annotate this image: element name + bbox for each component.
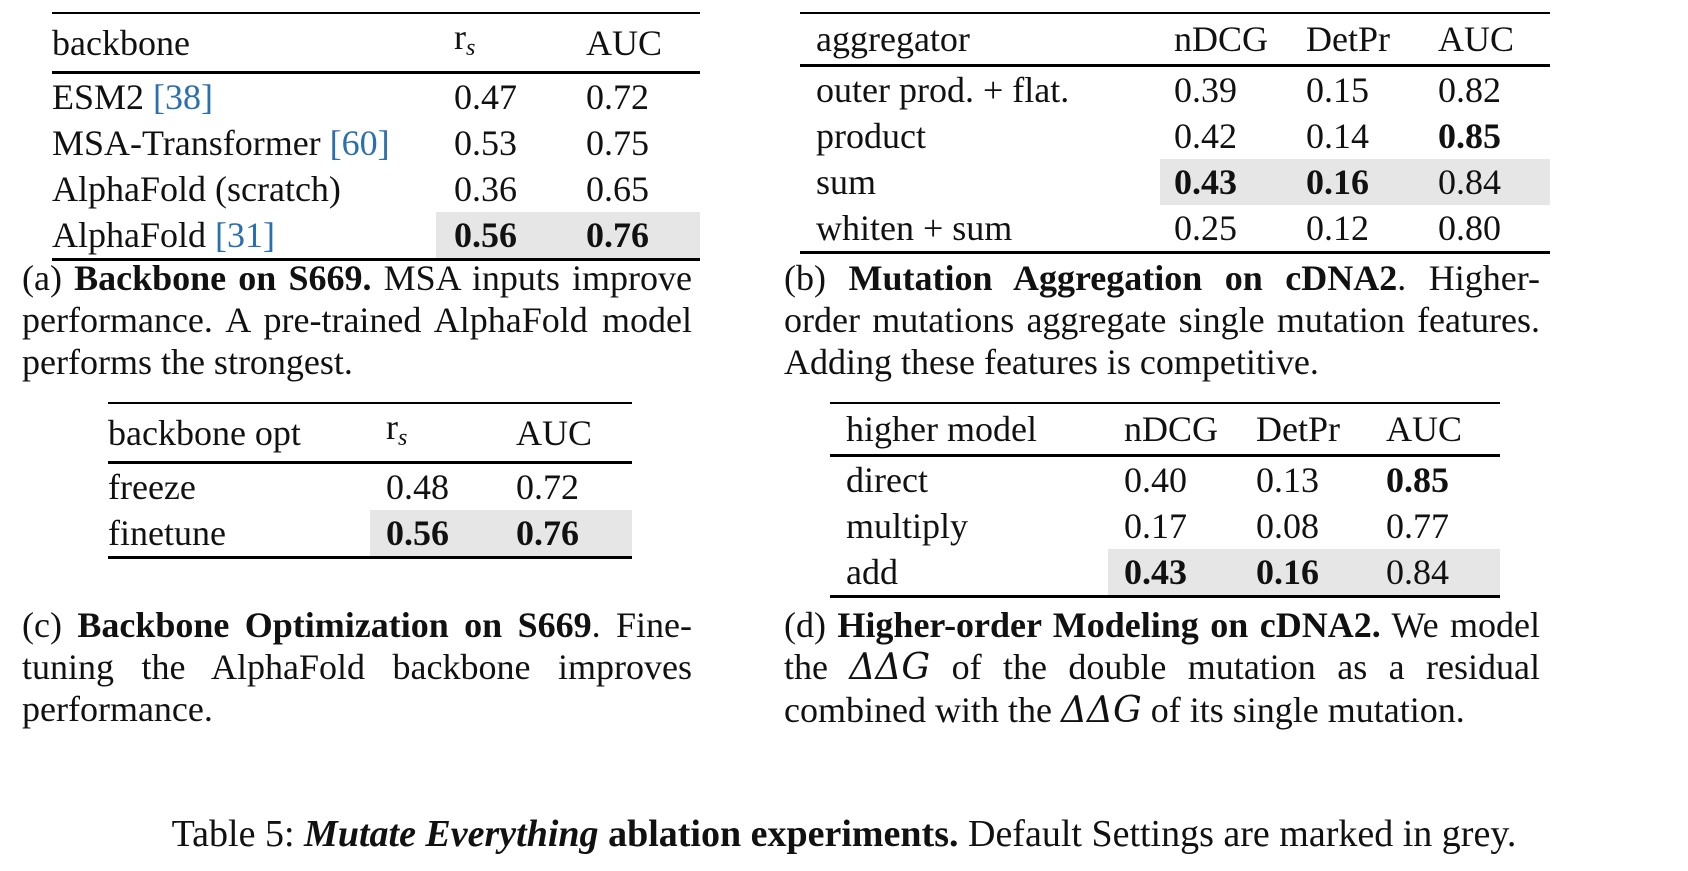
- auc-cell-best: 0.85: [1438, 116, 1501, 156]
- header-backbone-opt: backbone opt: [108, 412, 301, 453]
- detpr-cell-best: 0.16: [1240, 549, 1370, 597]
- auc-cell: 0.84: [1424, 159, 1550, 205]
- caption-b: (b) Mutation Aggregation on cDNA2. Highe…: [784, 258, 1540, 382]
- table-row-default: finetune 0.56 0.76: [108, 510, 632, 558]
- table-row: ESM2 [38] 0.47 0.72: [52, 73, 700, 121]
- auc-cell: 0.82: [1438, 70, 1501, 110]
- table-d-panel: higher model nDCG DetPr AUC direct 0.40 …: [830, 402, 1500, 598]
- row-name: multiply: [846, 506, 969, 546]
- header-aggregator: aggregator: [816, 19, 970, 59]
- rs-cell: 0.47: [454, 77, 517, 117]
- table-b: aggregator nDCG DetPr AUC outer prod. + …: [800, 12, 1550, 254]
- table-caption: Table 5: Mutate Everything ablation expe…: [171, 813, 1517, 855]
- detpr-cell: 0.12: [1306, 208, 1369, 248]
- header-auc: AUC: [1438, 19, 1515, 59]
- header-backbone: backbone: [52, 22, 190, 63]
- table-row: multiply 0.17 0.08 0.77: [830, 503, 1500, 549]
- header-higher-model: higher model: [846, 409, 1037, 449]
- table-row: MSA-Transformer [60] 0.53 0.75: [52, 120, 700, 166]
- row-name: sum: [816, 162, 877, 202]
- row-name: AlphaFold [31]: [52, 215, 275, 255]
- citation-link[interactable]: [60]: [329, 123, 390, 163]
- auc-cell-best: 0.85: [1386, 460, 1449, 500]
- row-name: product: [816, 116, 926, 156]
- header-ndcg: nDCG: [1124, 409, 1219, 449]
- rs-cell-best: 0.56: [370, 510, 502, 558]
- table-row-default: AlphaFold [31] 0.56 0.76: [52, 212, 700, 260]
- table-row: product 0.42 0.14 0.85: [800, 113, 1550, 159]
- table-row: AlphaFold (scratch) 0.36 0.65: [52, 166, 700, 212]
- table-a-panel: backbone rs AUC ESM2 [38] 0.47 0.72 MSA-…: [52, 12, 700, 261]
- auc-cell-best: 0.76: [502, 510, 632, 558]
- header-detpr: DetPr: [1256, 409, 1340, 449]
- auc-cell: 0.72: [586, 77, 649, 117]
- row-name: add: [846, 552, 898, 592]
- citation-link[interactable]: [31]: [215, 215, 275, 255]
- rs-cell: 0.36: [454, 169, 517, 209]
- header-auc: AUC: [586, 22, 663, 63]
- table-row: direct 0.40 0.13 0.85: [830, 456, 1500, 504]
- auc-cell: 0.65: [586, 169, 649, 209]
- ndcg-cell-best: 0.43: [1108, 549, 1240, 597]
- auc-cell: 0.72: [516, 467, 579, 507]
- table-row-default: sum 0.43 0.16 0.84: [800, 159, 1550, 205]
- caption-d: (d) Higher-order Modeling on cDNA2. We m…: [784, 605, 1540, 731]
- table-c-panel: backbone opt rs AUC freeze 0.48 0.72 fin…: [108, 402, 632, 559]
- ndcg-cell: 0.17: [1124, 506, 1187, 546]
- rs-cell-best: 0.56: [436, 212, 568, 260]
- table-b-panel: aggregator nDCG DetPr AUC outer prod. + …: [800, 12, 1550, 254]
- caption-c: (c) Backbone Optimization on S669. Fine-…: [22, 605, 692, 729]
- ndcg-cell: 0.25: [1174, 208, 1237, 248]
- row-name: finetune: [108, 513, 226, 553]
- auc-cell: 0.75: [586, 123, 649, 163]
- header-ndcg: nDCG: [1174, 19, 1269, 59]
- detpr-cell: 0.08: [1256, 506, 1319, 546]
- caption-a: (a) Backbone on S669. MSA inputs improve…: [22, 258, 692, 382]
- header-rs: rs: [386, 407, 408, 451]
- row-name: AlphaFold (scratch): [52, 169, 341, 209]
- auc-cell: 0.84: [1370, 549, 1500, 597]
- header-rs: rs: [454, 17, 476, 61]
- table-d: higher model nDCG DetPr AUC direct 0.40 …: [830, 402, 1500, 598]
- row-name: freeze: [108, 467, 196, 507]
- ndcg-cell-best: 0.43: [1160, 159, 1292, 205]
- table-header-row: backbone opt rs AUC: [108, 403, 632, 463]
- table-a: backbone rs AUC ESM2 [38] 0.47 0.72 MSA-…: [52, 12, 700, 261]
- row-name: direct: [846, 460, 928, 500]
- row-name: MSA-Transformer [60]: [52, 123, 390, 163]
- detpr-cell: 0.13: [1256, 460, 1319, 500]
- table-row-default: add 0.43 0.16 0.84: [830, 549, 1500, 597]
- citation-link[interactable]: [38]: [153, 77, 214, 117]
- auc-cell: 0.80: [1438, 208, 1501, 248]
- table-row: freeze 0.48 0.72: [108, 463, 632, 511]
- table-row: whiten + sum 0.25 0.12 0.80: [800, 205, 1550, 253]
- math-ddg: ΔΔG: [1060, 690, 1142, 731]
- detpr-cell-best: 0.16: [1292, 159, 1424, 205]
- table-header-row: aggregator nDCG DetPr AUC: [800, 13, 1550, 66]
- rs-cell: 0.53: [454, 123, 517, 163]
- ndcg-cell: 0.40: [1124, 460, 1187, 500]
- header-detpr: DetPr: [1306, 19, 1390, 59]
- table-row: outer prod. + flat. 0.39 0.15 0.82: [800, 66, 1550, 114]
- ndcg-cell: 0.39: [1174, 70, 1237, 110]
- row-name: ESM2 [38]: [52, 77, 214, 117]
- auc-cell: 0.77: [1386, 506, 1449, 546]
- rs-cell: 0.48: [386, 467, 449, 507]
- row-name: whiten + sum: [816, 208, 1013, 248]
- ndcg-cell: 0.42: [1174, 116, 1237, 156]
- auc-cell-best: 0.76: [568, 212, 700, 260]
- detpr-cell: 0.15: [1306, 70, 1369, 110]
- table-c: backbone opt rs AUC freeze 0.48 0.72 fin…: [108, 402, 632, 559]
- header-auc: AUC: [1386, 409, 1463, 449]
- row-name: outer prod. + flat.: [816, 70, 1070, 110]
- table-header-row: backbone rs AUC: [52, 13, 700, 73]
- header-auc: AUC: [516, 412, 593, 453]
- math-ddg: ΔΔG: [849, 647, 931, 688]
- detpr-cell: 0.14: [1306, 116, 1369, 156]
- table-header-row: higher model nDCG DetPr AUC: [830, 403, 1500, 456]
